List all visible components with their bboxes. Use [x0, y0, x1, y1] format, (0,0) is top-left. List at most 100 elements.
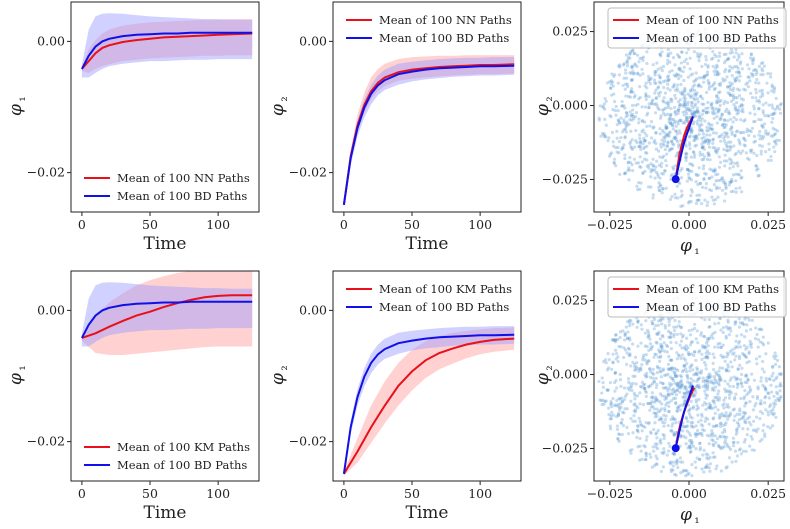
scatter-point — [686, 167, 690, 172]
scatter-point — [740, 175, 744, 179]
scatter-point — [726, 318, 730, 322]
scatter-point — [638, 419, 642, 424]
scatter-point — [651, 445, 655, 449]
scatter-point — [731, 440, 735, 445]
scatter-point — [659, 469, 663, 474]
scatter-point — [717, 155, 721, 159]
scatter-point — [714, 405, 718, 409]
scatter-point — [713, 345, 717, 349]
scatter-point — [670, 124, 675, 128]
scatter-point — [706, 200, 710, 204]
scatter-point — [633, 365, 637, 369]
scatter-point — [678, 98, 682, 102]
scatter-point — [773, 399, 778, 403]
scatter-point — [667, 149, 671, 153]
scatter-point — [704, 172, 708, 176]
scatter-point — [639, 139, 643, 144]
scatter-point — [762, 423, 766, 427]
scatter-point — [745, 433, 749, 437]
scatter-point — [676, 108, 680, 113]
scatter-point — [770, 120, 774, 124]
scatter-point — [730, 66, 734, 70]
scatter-point — [710, 110, 715, 114]
scatter-point — [665, 126, 669, 130]
scatter-point — [762, 343, 766, 347]
scatter-point — [722, 136, 726, 140]
scatter-point — [615, 129, 619, 133]
scatter-point — [607, 413, 611, 417]
scatter-point — [704, 407, 708, 412]
scatter-point — [636, 445, 640, 449]
scatter-point — [666, 367, 670, 371]
scatter-point — [717, 108, 721, 112]
legend-label: Mean of 100 KM Paths — [379, 282, 512, 296]
scatter-point — [773, 351, 777, 355]
scatter-point — [638, 436, 642, 441]
scatter-point — [687, 108, 691, 112]
scatter-point — [702, 80, 706, 84]
scatter-point — [689, 178, 693, 182]
scatter-point — [704, 355, 709, 359]
scatter-point — [702, 147, 706, 151]
scatter-point — [733, 106, 737, 111]
scatter-point — [685, 362, 689, 366]
scatter-point — [627, 388, 632, 392]
scatter-point — [704, 363, 708, 367]
y-axis-label: φ₁ — [6, 96, 29, 116]
scatter-point — [711, 442, 715, 446]
scatter-point — [669, 332, 673, 336]
scatter-point — [698, 153, 702, 157]
scatter-point — [713, 455, 717, 459]
scatter-point — [681, 104, 685, 108]
scatter-point — [614, 348, 618, 352]
scatter-point — [622, 128, 626, 132]
scatter-point — [690, 112, 694, 116]
scatter-point — [706, 64, 710, 68]
scatter-point — [686, 119, 690, 124]
scatter-point — [669, 112, 673, 116]
scatter-point — [687, 409, 691, 413]
scatter-point — [675, 381, 679, 386]
scatter-point — [731, 173, 736, 177]
scatter-point — [622, 338, 627, 342]
legend-label: Mean of 100 NN Paths — [379, 13, 512, 27]
scatter-point — [630, 64, 634, 68]
scatter-point — [669, 358, 674, 363]
scatter-point — [666, 74, 670, 78]
scatter-point — [636, 424, 640, 428]
scatter-point — [771, 126, 775, 131]
scatter-point — [643, 131, 647, 135]
scatter-point — [662, 107, 666, 111]
scatter-point — [638, 384, 643, 389]
scatter-point — [730, 82, 735, 86]
x-axis-label: Time — [406, 503, 449, 523]
scatter-point — [672, 396, 676, 401]
scatter-point — [745, 380, 749, 384]
scatter-point — [702, 155, 707, 159]
scatter-point — [738, 345, 743, 349]
scatter-point — [692, 353, 696, 358]
scatter-point — [661, 381, 665, 386]
scatter-point — [677, 324, 681, 328]
scatter-point — [678, 119, 682, 123]
scatter-point — [668, 60, 672, 64]
scatter-point — [625, 82, 629, 86]
scatter-point — [663, 397, 667, 402]
scatter-point — [672, 451, 676, 455]
scatter-point — [732, 116, 736, 120]
scatter-point — [653, 421, 657, 425]
scatter-point — [761, 111, 765, 115]
scatter-point — [699, 369, 704, 373]
scatter-point — [646, 111, 650, 115]
scatter-point — [694, 398, 698, 402]
scatter-point — [742, 414, 746, 418]
scatter-point — [645, 371, 649, 375]
scatter-point — [716, 59, 721, 63]
scatter-point — [648, 82, 653, 86]
scatter-point — [624, 130, 628, 134]
scatter-point — [714, 149, 718, 153]
scatter-point — [760, 88, 764, 93]
scatter-point — [660, 394, 664, 398]
scatter-point — [712, 401, 716, 405]
scatter-point — [694, 114, 698, 118]
